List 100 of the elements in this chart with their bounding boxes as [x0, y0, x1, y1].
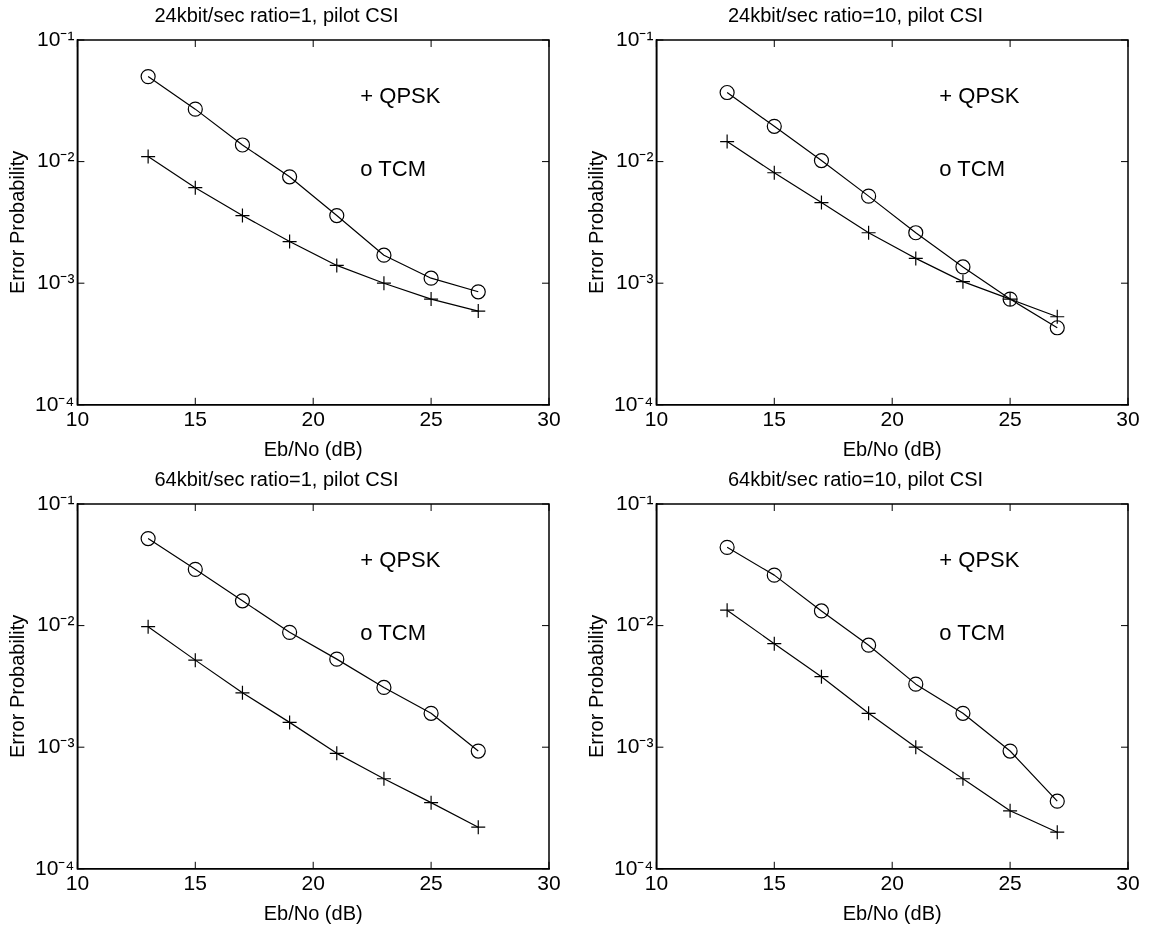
point	[955, 259, 971, 275]
point	[813, 669, 830, 685]
y-tick-label: 10⁻¹	[616, 490, 654, 514]
y-tick-label: 10⁻³	[616, 270, 654, 293]
annotation: o TCM	[360, 619, 426, 645]
point	[376, 679, 392, 696]
point	[140, 530, 156, 547]
point	[140, 148, 156, 165]
point	[1049, 309, 1065, 325]
x-tick-label: 15	[762, 407, 786, 431]
y-tick-label: 10⁻¹	[37, 490, 75, 514]
point	[955, 705, 971, 721]
x-tick-label: 20	[880, 407, 904, 431]
y-axis-title: Error Probability	[584, 150, 607, 295]
annotation: o TCM	[939, 155, 1005, 181]
x-tick-label: 25	[419, 871, 443, 895]
point	[423, 705, 439, 721]
point	[908, 225, 924, 241]
y-tick-label: 10⁻²	[37, 148, 75, 172]
point	[376, 275, 392, 291]
annotation: o TCM	[360, 155, 426, 181]
x-tick-label: 20	[301, 407, 325, 431]
point	[187, 561, 203, 577]
point	[861, 705, 877, 721]
y-tick-label: 10⁻³	[37, 734, 75, 757]
point	[234, 593, 251, 609]
point	[1049, 793, 1065, 809]
point	[187, 180, 203, 196]
point	[1049, 824, 1065, 840]
point	[908, 250, 924, 266]
point	[861, 637, 877, 653]
annotation: + QPSK	[360, 82, 441, 108]
y-tick-label: 10⁻³	[616, 734, 654, 757]
chart-title: 24kbit/sec ratio=1, pilot CSI	[154, 3, 399, 26]
x-axis-title: Eb/No (dB)	[842, 437, 942, 460]
y-tick-label: 10⁻²	[616, 612, 654, 636]
point	[766, 118, 782, 134]
point	[376, 247, 392, 263]
point	[908, 676, 924, 692]
point	[329, 207, 345, 224]
point	[719, 134, 735, 150]
point	[470, 819, 486, 835]
point	[187, 652, 203, 668]
point	[861, 188, 877, 204]
x-tick-label: 15	[183, 407, 207, 431]
point	[329, 257, 345, 274]
point	[282, 714, 298, 730]
x-tick-label: 15	[762, 871, 786, 895]
point	[766, 567, 782, 583]
point	[813, 195, 830, 211]
y-tick-label: 10⁻²	[616, 148, 654, 172]
point	[140, 69, 156, 85]
point	[719, 602, 735, 618]
point	[861, 225, 877, 241]
annotation: + QPSK	[939, 546, 1020, 572]
annotation: + QPSK	[360, 546, 441, 572]
point	[719, 84, 735, 101]
x-tick-label: 20	[301, 871, 325, 895]
y-axis-title: Error Probability	[5, 150, 28, 295]
annotation: o TCM	[939, 619, 1005, 645]
point	[766, 636, 782, 652]
point	[234, 207, 251, 224]
x-tick-label: 25	[998, 871, 1022, 895]
y-tick-label: 10⁻³	[37, 270, 75, 293]
annotation: + QPSK	[939, 82, 1020, 108]
x-tick-label: 30	[537, 407, 561, 431]
point	[282, 233, 298, 250]
point	[282, 169, 298, 185]
point	[766, 165, 782, 181]
point	[140, 619, 156, 635]
y-tick-label: 10⁻²	[37, 612, 75, 636]
chart-title: 24kbit/sec ratio=10, pilot CSI	[727, 3, 984, 26]
x-tick-label: 30	[1116, 871, 1140, 895]
chart-title: 64kbit/sec ratio=10, pilot CSI	[727, 467, 984, 490]
point	[908, 739, 924, 755]
y-axis-title: Error Probability	[5, 614, 28, 759]
point	[282, 624, 298, 640]
x-axis-title: Eb/No (dB)	[263, 437, 363, 460]
point	[423, 270, 439, 286]
point	[329, 651, 345, 667]
x-tick-label: 20	[880, 871, 904, 895]
point	[1002, 743, 1018, 759]
point	[813, 603, 830, 619]
point	[470, 743, 486, 759]
x-tick-label: 30	[1116, 407, 1140, 431]
x-tick-label: 15	[183, 871, 207, 895]
point	[955, 771, 971, 787]
point	[329, 745, 345, 761]
x-tick-label: 25	[998, 407, 1022, 431]
y-tick-label: 10⁻¹	[616, 26, 654, 50]
point	[719, 539, 735, 555]
x-tick-label: 30	[537, 871, 561, 895]
point	[470, 284, 486, 300]
y-tick-label: 10⁻¹	[37, 26, 75, 50]
x-tick-label: 25	[419, 407, 443, 431]
point	[813, 152, 830, 169]
point	[234, 685, 251, 701]
chart-title: 64kbit/sec ratio=1, pilot CSI	[154, 467, 399, 490]
point	[187, 101, 203, 117]
y-axis-title: Error Probability	[584, 614, 607, 759]
